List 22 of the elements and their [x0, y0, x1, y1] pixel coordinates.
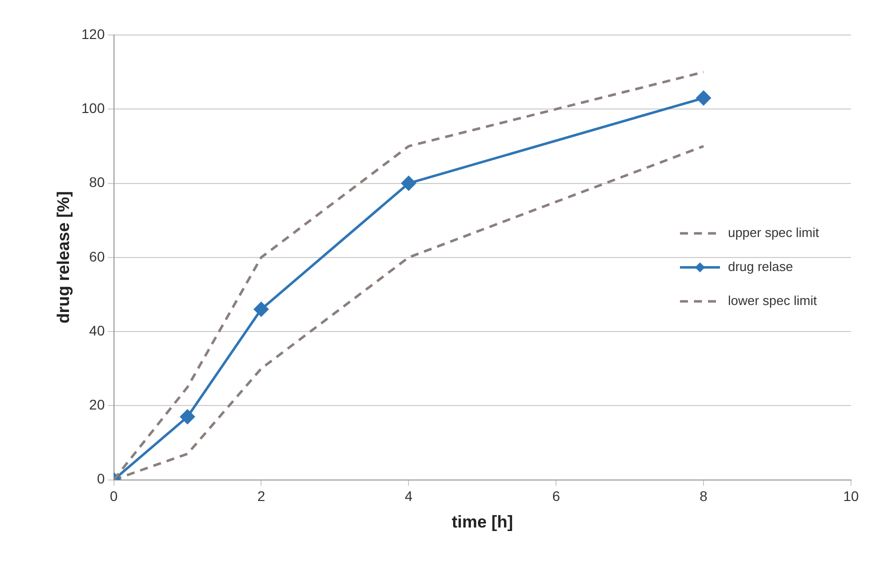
y-tick-label: 20 — [89, 396, 105, 413]
y-tick-label: 80 — [89, 174, 105, 190]
x-tick-label: 8 — [700, 488, 708, 504]
y-tick-label: 0 — [96, 470, 105, 487]
y-tick-label: 40 — [89, 322, 105, 338]
x-tick-label: 10 — [843, 488, 859, 504]
y-axis-title: drug release [%] — [54, 191, 73, 324]
y-tick-label: 100 — [81, 100, 105, 116]
y-tick-label: 120 — [81, 26, 105, 42]
point — [180, 410, 195, 424]
x-tick-label: 0 — [110, 488, 118, 504]
x-tick-label: 6 — [552, 488, 560, 504]
y-tick-label: 60 — [89, 248, 105, 264]
legend-label: drug relase — [728, 258, 794, 274]
point — [696, 90, 711, 106]
legend-label: upper spec limit — [728, 224, 820, 240]
point — [254, 302, 268, 317]
x-tick-label: 2 — [257, 488, 266, 504]
point — [401, 176, 416, 191]
x-axis-title: time [h] — [452, 512, 514, 532]
legend-label: lower spec limit — [728, 292, 818, 308]
x-tick-label: 4 — [404, 488, 413, 504]
